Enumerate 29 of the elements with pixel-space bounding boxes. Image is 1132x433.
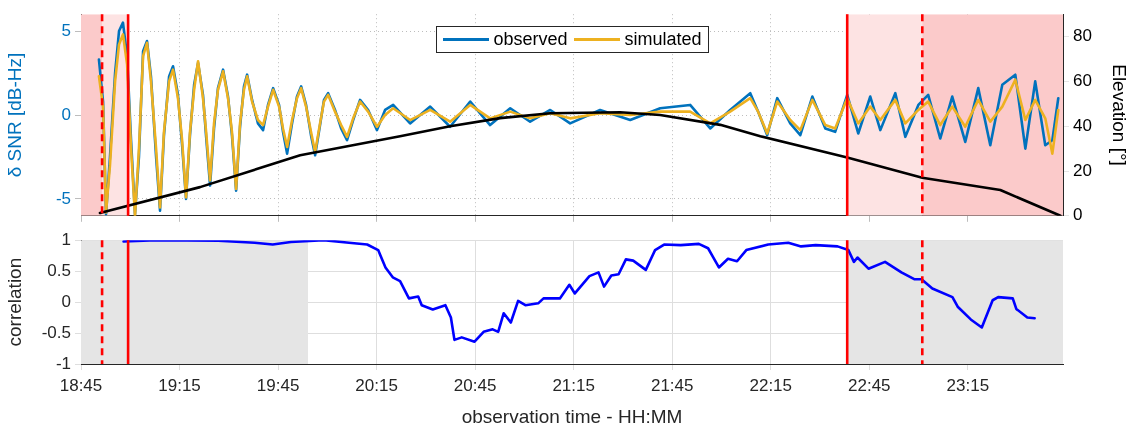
y-axis-title: correlation [3,257,25,347]
y-tick-label: 0.5 [47,260,71,280]
y-tick-label: 5 [61,20,71,40]
x-tick-label: 19:15 [158,375,201,395]
y-tick-label: 0 [61,291,71,311]
y-tick-label: -0.5 [41,322,71,342]
y2-tick-label: 40 [1073,115,1092,135]
y-tick-label: -1 [55,353,71,373]
legend-label: simulated [624,29,702,51]
y-tick-label: 0 [61,104,71,124]
y2-tick-label: 0 [1073,205,1083,225]
x-tick-label: 18:45 [59,375,103,395]
y2-tick-label: 80 [1073,26,1092,46]
x-tick-label: 22:15 [749,375,793,395]
y2-tick-label: 20 [1073,160,1092,180]
x-tick-label: 20:45 [453,375,497,395]
x-tick-label: 21:45 [650,375,694,395]
y-tick-label: -5 [55,188,71,208]
y2-tick-label: 60 [1073,71,1092,91]
x-tick-label: 23:15 [946,375,990,395]
x-axis-title: observation time - HH:MM [461,405,683,427]
y-tick-label: 1 [61,229,71,249]
x-tick-label: 19:45 [256,375,300,395]
legend-label: observed [493,29,568,51]
x-tick-label: 20:15 [355,375,398,395]
x-tick-label: 22:45 [848,375,891,395]
y2-axis-title: Elevation [°] [1109,64,1131,166]
x-tick-label: 21:15 [552,375,595,395]
y-axis-title: δ SNR [dB-Hz] [3,52,25,178]
